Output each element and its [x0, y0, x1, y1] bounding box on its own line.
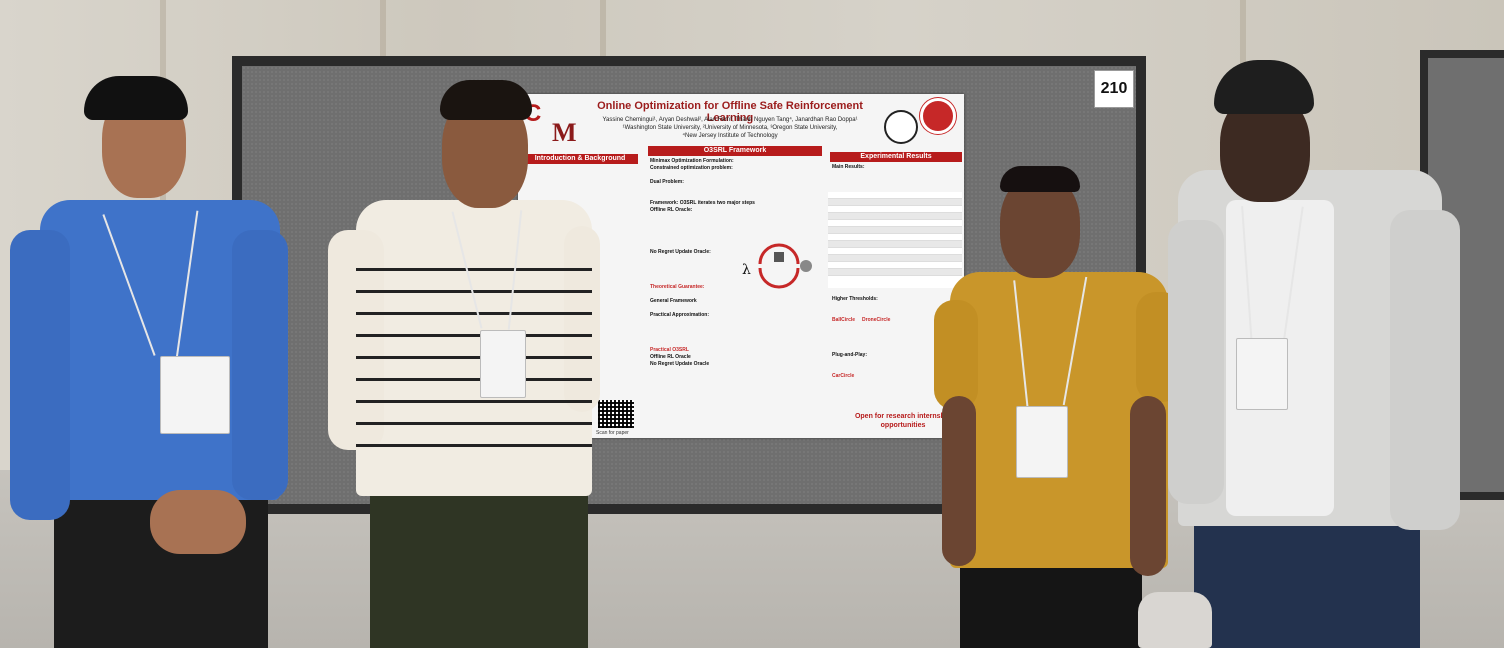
- name-badge: [160, 356, 230, 434]
- framework-diagram: λ: [742, 243, 812, 289]
- sweater-stripe: [356, 378, 592, 381]
- sweater-stripe: [356, 356, 592, 359]
- poster-authors: Yassine Chemingui¹, Aryan Deshwal², Alan…: [602, 117, 858, 139]
- osu-seal: [884, 110, 918, 144]
- right-arm: [564, 226, 600, 412]
- results-table: [828, 192, 962, 288]
- right-arm: [1390, 210, 1460, 530]
- left-arm: [1168, 220, 1224, 504]
- section-results-header: Experimental Results: [830, 152, 962, 162]
- framework-column-text: Minimax Optimization Formulation: Constr…: [650, 158, 755, 367]
- right-arm: [232, 230, 288, 500]
- sweater-stripe: [356, 312, 592, 315]
- results-column-text: Main Results:: [832, 164, 865, 170]
- left-arm: [942, 396, 976, 566]
- svg-text:λ: λ: [742, 262, 751, 278]
- cap: [1214, 60, 1314, 114]
- bag-on-floor: [1138, 592, 1212, 648]
- hands: [150, 490, 246, 554]
- sweater: [356, 200, 592, 496]
- poster-title: Online Optimization for Offline Safe Rei…: [597, 100, 863, 124]
- pants: [960, 556, 1142, 648]
- name-badge: [480, 330, 526, 398]
- hair: [84, 76, 188, 120]
- sweater-stripe: [356, 422, 592, 425]
- sweater-stripe: [356, 334, 592, 337]
- njit-seal: [920, 98, 956, 134]
- left-arm: [10, 230, 70, 520]
- section-intro-header: Introduction & Background: [522, 154, 638, 164]
- name-badge: [1236, 338, 1288, 410]
- sweater-stripe: [356, 290, 592, 293]
- sweater-stripe: [356, 444, 592, 447]
- scan-label: Scan for paper: [596, 430, 629, 436]
- board-number: 210: [1094, 70, 1134, 108]
- right-arm: [1130, 396, 1166, 576]
- results-lower-text: Higher Thresholds: BallCircle DroneCircl…: [832, 296, 891, 379]
- hair: [1000, 166, 1080, 192]
- minnesota-logo: M: [552, 118, 577, 147]
- section-framework-header: O3SRL Framework: [648, 146, 822, 156]
- sweater-stripe: [356, 268, 592, 271]
- sweater-stripe: [356, 400, 592, 403]
- left-sleeve: [934, 300, 978, 410]
- pants: [370, 470, 588, 648]
- qr-code: [598, 400, 634, 428]
- name-badge: [1016, 406, 1068, 478]
- hair: [440, 80, 532, 120]
- jeans: [1194, 510, 1420, 648]
- opportunities-note: Open for research internship opportuniti…: [854, 413, 952, 429]
- left-arm: [328, 230, 384, 450]
